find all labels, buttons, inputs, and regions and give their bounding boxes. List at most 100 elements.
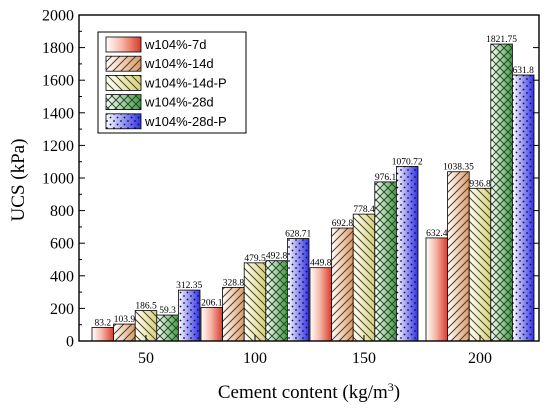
y-tick-label: 1800 xyxy=(42,40,74,57)
legend-swatch-pattern xyxy=(106,113,141,129)
bar-100-w104%-28d xyxy=(265,260,288,342)
data-label: 59.3 xyxy=(159,306,176,316)
data-label: 492.8 xyxy=(266,252,288,262)
legend-swatch-pattern xyxy=(106,94,141,110)
bar-150-w104%-14d-P xyxy=(352,213,376,342)
legend-item: w104%-28d xyxy=(105,94,214,110)
data-label: 449.8 xyxy=(310,259,332,269)
bar-150-w104%-28d-P xyxy=(395,166,419,342)
bar-200-w104%-28d-P xyxy=(512,74,535,342)
bar-pattern xyxy=(265,260,288,341)
bar-50-w104%-14d xyxy=(113,323,136,342)
x-axis: 50 100 150 200 xyxy=(138,335,492,367)
bar-150-w104%-7d xyxy=(309,267,333,342)
bar-pattern xyxy=(447,171,470,341)
bar-100-w104%-14d xyxy=(222,287,245,342)
data-label: 778.4 xyxy=(353,205,375,215)
legend-swatch-outline xyxy=(105,94,142,110)
data-label: 186.5 xyxy=(135,302,157,312)
legend-swatch xyxy=(106,37,141,52)
bar-50-w104%-28d-P xyxy=(177,289,201,342)
bar-pattern xyxy=(287,238,309,341)
y-tick-label: 0 xyxy=(66,334,74,351)
legend-item: w104%-28d-P xyxy=(105,113,227,130)
bar-fill xyxy=(426,237,448,341)
y-tick-label: 200 xyxy=(50,301,74,318)
x-tick-label: 200 xyxy=(468,350,492,367)
legend-swatch-outline xyxy=(105,36,142,53)
legend-swatch-pattern xyxy=(106,56,141,72)
data-label: 1070.72 xyxy=(392,157,423,167)
bar-pattern xyxy=(222,287,245,341)
legend-item: w104%-14d-P xyxy=(105,75,227,91)
bar-pattern xyxy=(353,214,375,341)
bar-200-w104%-14d-P xyxy=(468,187,492,342)
legend-swatch-outline xyxy=(105,75,142,91)
bar-pattern xyxy=(396,166,418,341)
bar-pattern xyxy=(331,228,354,341)
bar-pattern xyxy=(512,75,534,341)
data-label: 936.8 xyxy=(469,179,491,189)
data-label: 1038.35 xyxy=(443,163,474,173)
legend: w104%-7d w104%-14d w104%-14d-P w104%-28d w10… xyxy=(97,31,247,134)
legend-label: w104%-14d-P xyxy=(144,75,227,90)
bar-50-w104%-28d xyxy=(156,314,179,342)
y-tick-label: 1400 xyxy=(42,105,74,122)
legend-label: w104%-7d xyxy=(144,37,206,52)
legend-label: w104%-28d-P xyxy=(144,114,227,129)
data-label: 631.8 xyxy=(513,66,535,76)
bar-pattern xyxy=(156,315,179,341)
legend-label: w104%-28d xyxy=(144,95,214,110)
legend-swatch-pattern xyxy=(106,75,141,91)
x-axis-title: Cement content (kg/m3) xyxy=(218,380,400,403)
y-axis-title: UCS (kPa) xyxy=(8,139,29,222)
bar-pattern xyxy=(178,290,200,341)
legend-label: w104%-14d xyxy=(144,56,214,71)
x-tick-label: 100 xyxy=(243,350,267,367)
bar-50-w104%-7d xyxy=(91,327,115,342)
bar-fill xyxy=(310,267,332,341)
y-tick-label: 600 xyxy=(50,236,74,253)
data-label: 479.5 xyxy=(244,254,266,264)
bar-200-w104%-28d xyxy=(490,43,513,342)
bar-pattern xyxy=(135,310,157,341)
bar-100-w104%-28d-P xyxy=(286,238,310,342)
data-label: 692.8 xyxy=(332,219,354,229)
legend-swatch-outline xyxy=(105,113,142,130)
x-axis-title-end: ) xyxy=(394,382,400,403)
bar-50-w104%-14d-P xyxy=(134,310,158,342)
legend-swatch-outline xyxy=(105,55,142,72)
bar-pattern xyxy=(469,188,491,341)
data-label: 312.35 xyxy=(176,281,202,291)
bar-fill xyxy=(201,307,223,341)
bar-100-w104%-14d-P xyxy=(243,262,267,342)
bar-150-w104%-28d xyxy=(374,181,397,342)
bar-200-w104%-14d xyxy=(447,171,470,342)
bar-200-w104%-7d xyxy=(425,237,449,342)
data-label: 328.8 xyxy=(223,278,245,288)
y-tick-label: 400 xyxy=(50,268,74,285)
data-label: 628.71 xyxy=(285,230,311,240)
data-label: 206.1 xyxy=(201,298,223,308)
bar-pattern xyxy=(374,181,397,341)
bar-fill xyxy=(92,327,114,341)
bar-150-w104%-14d xyxy=(331,227,354,342)
y-tick-label: 1600 xyxy=(42,73,74,90)
data-label: 976.1 xyxy=(375,173,397,183)
bar-pattern xyxy=(490,44,513,341)
bar-pattern xyxy=(244,262,266,341)
data-label: 83.2 xyxy=(94,318,111,328)
legend-item: w104%-7d xyxy=(105,36,206,53)
y-tick-label: 2000 xyxy=(42,8,74,25)
data-label: 103.9 xyxy=(114,315,136,325)
y-tick-label: 1200 xyxy=(42,138,74,155)
y-tick-label: 800 xyxy=(50,203,74,220)
data-label: 632.4 xyxy=(426,229,448,239)
y-axis: 0 200 400 600 800 1000 1200 1400 1600 1800 2000 xyxy=(42,8,539,351)
x-tick-label: 50 xyxy=(138,350,154,367)
bar-pattern xyxy=(113,324,136,341)
x-axis-title-sup: 3 xyxy=(388,380,394,394)
